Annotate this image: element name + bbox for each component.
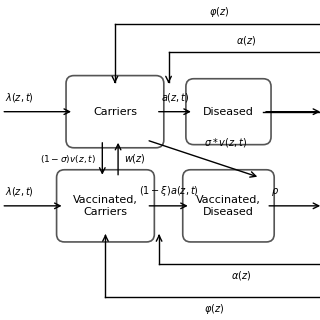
Text: Carriers: Carriers (93, 107, 137, 117)
Text: $\rho$: $\rho$ (271, 186, 279, 198)
Text: $\varphi(z)$: $\varphi(z)$ (209, 5, 229, 19)
Text: $a(z,t)$: $a(z,t)$ (161, 91, 189, 104)
FancyBboxPatch shape (57, 170, 154, 242)
Text: $\lambda(z,t)$: $\lambda(z,t)$ (4, 91, 33, 104)
Text: $\alpha(z)$: $\alpha(z)$ (236, 34, 256, 47)
Text: $\varphi(z)$: $\varphi(z)$ (204, 301, 224, 316)
Text: $(1-\xi)a(z,t)$: $(1-\xi)a(z,t)$ (139, 184, 198, 198)
FancyBboxPatch shape (186, 79, 271, 145)
Text: $\lambda(z,t)$: $\lambda(z,t)$ (4, 185, 33, 198)
Text: $\alpha(z)$: $\alpha(z)$ (231, 268, 251, 282)
FancyBboxPatch shape (66, 76, 164, 148)
Text: $(1-\sigma)v(z,t)$: $(1-\sigma)v(z,t)$ (40, 153, 96, 165)
Text: $w(z)$: $w(z)$ (124, 152, 146, 165)
FancyBboxPatch shape (183, 170, 274, 242)
Text: Vaccinated,
Diseased: Vaccinated, Diseased (196, 195, 261, 217)
Text: Diseased: Diseased (203, 107, 254, 117)
Text: $\sigma * v(z,t)$: $\sigma * v(z,t)$ (204, 136, 247, 149)
Text: Vaccinated,
Carriers: Vaccinated, Carriers (73, 195, 138, 217)
